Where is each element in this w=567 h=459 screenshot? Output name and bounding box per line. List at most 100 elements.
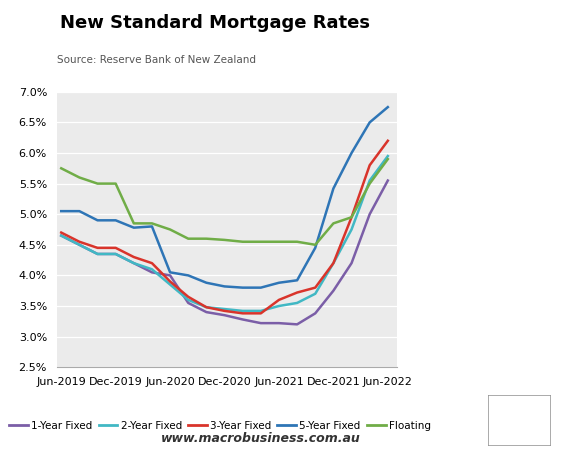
Floating [185,236,192,241]
1-Year Fixed [257,320,264,326]
Text: New Standard Mortgage Rates: New Standard Mortgage Rates [61,14,370,32]
3-Year Fixed [149,260,155,266]
3-Year Fixed [294,290,301,295]
Floating [294,239,301,245]
Floating [221,237,228,243]
5-Year Fixed [112,218,119,223]
Line: 5-Year Fixed: 5-Year Fixed [61,107,388,288]
Line: Floating: Floating [61,159,388,245]
3-Year Fixed [203,304,210,310]
1-Year Fixed [130,260,137,266]
3-Year Fixed [185,294,192,300]
1-Year Fixed [167,273,174,278]
5-Year Fixed [239,285,246,291]
2-Year Fixed [221,306,228,312]
2-Year Fixed [348,227,355,232]
1-Year Fixed [221,313,228,318]
Floating [312,242,319,247]
5-Year Fixed [149,224,155,229]
5-Year Fixed [58,208,65,214]
5-Year Fixed [94,218,101,223]
2-Year Fixed [239,308,246,313]
Text: MACRO: MACRO [456,50,519,64]
2-Year Fixed [203,304,210,310]
Floating [167,227,174,232]
1-Year Fixed [239,317,246,322]
3-Year Fixed [366,162,373,168]
3-Year Fixed [239,311,246,316]
3-Year Fixed [330,260,337,266]
1-Year Fixed [366,212,373,217]
3-Year Fixed [58,230,65,235]
2-Year Fixed [149,267,155,272]
Line: 3-Year Fixed: 3-Year Fixed [61,141,388,313]
Line: 1-Year Fixed: 1-Year Fixed [61,180,388,325]
2-Year Fixed [185,297,192,302]
2-Year Fixed [130,260,137,266]
Floating [112,181,119,186]
1-Year Fixed [312,311,319,316]
Floating [58,166,65,171]
2-Year Fixed [294,300,301,306]
3-Year Fixed [348,214,355,220]
1-Year Fixed [185,300,192,306]
Floating [94,181,101,186]
Floating [76,175,83,180]
Floating [257,239,264,245]
5-Year Fixed [366,120,373,125]
5-Year Fixed [312,245,319,251]
Floating [130,221,137,226]
1-Year Fixed [149,269,155,275]
5-Year Fixed [203,280,210,285]
Legend: 1-Year Fixed, 2-Year Fixed, 3-Year Fixed, 5-Year Fixed, Floating: 1-Year Fixed, 2-Year Fixed, 3-Year Fixed… [5,416,435,435]
3-Year Fixed [257,311,264,316]
2-Year Fixed [276,303,282,309]
3-Year Fixed [221,308,228,313]
3-Year Fixed [312,285,319,291]
Floating [366,181,373,186]
5-Year Fixed [276,280,282,285]
3-Year Fixed [276,297,282,302]
Text: www.macrobusiness.com.au: www.macrobusiness.com.au [161,432,361,445]
2-Year Fixed [58,233,65,238]
3-Year Fixed [130,254,137,260]
5-Year Fixed [130,225,137,230]
2-Year Fixed [384,153,391,159]
5-Year Fixed [185,273,192,278]
2-Year Fixed [257,308,264,313]
2-Year Fixed [76,242,83,247]
2-Year Fixed [94,251,101,257]
5-Year Fixed [257,285,264,291]
5-Year Fixed [384,104,391,110]
1-Year Fixed [203,309,210,315]
3-Year Fixed [76,239,83,245]
5-Year Fixed [348,150,355,156]
Line: 2-Year Fixed: 2-Year Fixed [61,156,388,311]
Text: BUSINESS: BUSINESS [453,87,522,100]
Floating [384,157,391,162]
5-Year Fixed [76,208,83,214]
1-Year Fixed [94,251,101,257]
1-Year Fixed [76,242,83,247]
5-Year Fixed [294,278,301,283]
Floating [330,221,337,226]
5-Year Fixed [221,284,228,289]
2-Year Fixed [330,260,337,266]
3-Year Fixed [167,279,174,284]
Floating [276,239,282,245]
1-Year Fixed [112,251,119,257]
3-Year Fixed [112,245,119,251]
Floating [203,236,210,241]
1-Year Fixed [348,260,355,266]
2-Year Fixed [366,178,373,183]
Floating [239,239,246,245]
2-Year Fixed [167,282,174,287]
1-Year Fixed [294,322,301,327]
1-Year Fixed [58,233,65,238]
1-Year Fixed [276,320,282,326]
1-Year Fixed [330,288,337,293]
5-Year Fixed [167,269,174,275]
5-Year Fixed [330,186,337,191]
Text: Source: Reserve Bank of New Zealand: Source: Reserve Bank of New Zealand [57,55,256,65]
3-Year Fixed [94,245,101,251]
